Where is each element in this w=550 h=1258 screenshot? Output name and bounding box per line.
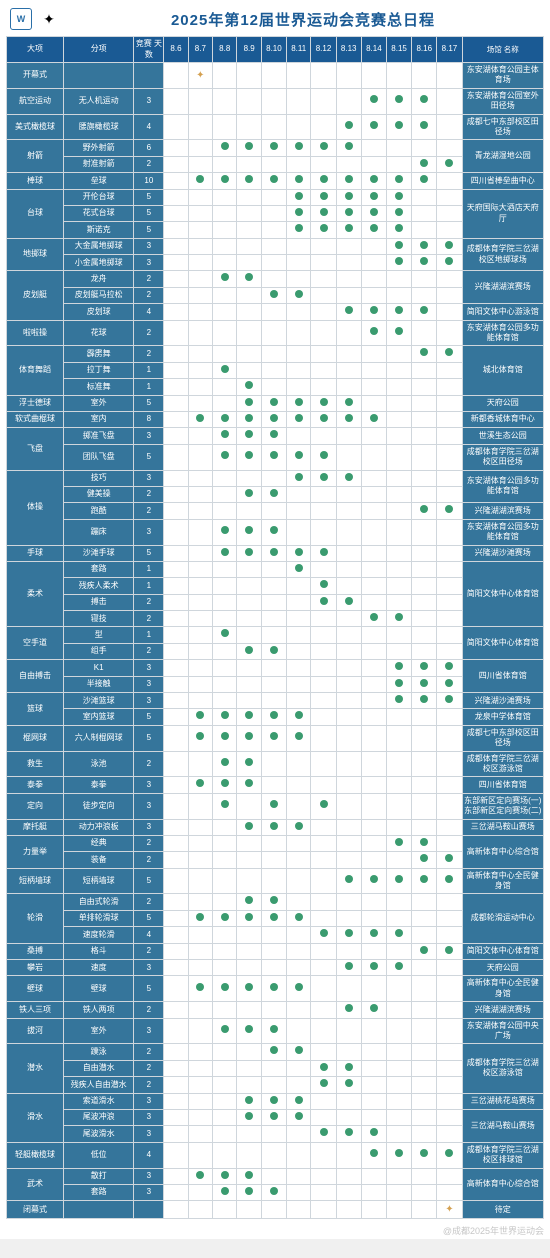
table-row: 棍网球六人制棍网球5成都七中东部校区田径场 xyxy=(7,725,544,751)
table-row: 体操技巧3东安湖体育公园多功能体育馆 xyxy=(7,470,544,486)
table-row: 体育舞蹈霹雳舞2城北体育馆 xyxy=(7,346,544,362)
table-row: 皮划球4简阳文体中心游泳馆 xyxy=(7,304,544,320)
table-row: 台球开伦台球5天府国际大酒店天府厅 xyxy=(7,189,544,205)
table-row: 团队飞盘5成都体育学院三岔湖校区田径场 xyxy=(7,444,544,470)
table-row: 皮划艇龙舟2兴隆湖湖滨赛场 xyxy=(7,271,544,287)
table-row: 篮球沙滩篮球3兴隆湖沙滩赛场 xyxy=(7,693,544,709)
chengdu2025-logo: ✦ xyxy=(38,8,60,30)
table-row: 室内篮球5龙泉中学体育馆 xyxy=(7,709,544,725)
table-row: 跑酷2兴隆湖湖滨赛场 xyxy=(7,503,544,519)
schedule-table: 大项分项竞赛 天数8.68.78.88.98.108.118.128.138.1… xyxy=(6,36,544,1219)
table-row: 啦啦操花球2东安湖体育公园多功能体育馆 xyxy=(7,320,544,346)
table-row: 飞盘掷准飞盘3世溪生态公园 xyxy=(7,428,544,444)
table-row: 闭幕式✦待定 xyxy=(7,1201,544,1219)
table-row: 地掷球大金属地掷球3成都体育学院三岔湖校区地掷球场 xyxy=(7,238,544,254)
table-row: 自由搏击K13四川省体育馆 xyxy=(7,660,544,676)
table-row: 开幕式✦东安湖体育公园主体育场 xyxy=(7,63,544,89)
watermark: @成都2025年世界运动会 xyxy=(443,1224,544,1237)
table-row: 铁人三项铁人两项2兴隆湖湖滨赛场 xyxy=(7,1002,544,1018)
table-row: 软式曲棍球室内8新都香城体育中心 xyxy=(7,411,544,427)
table-row: 棒球垒球10四川省棒垒曲中心 xyxy=(7,173,544,189)
table-row: 轮滑自由式轮滑2成都轮滑运动中心 xyxy=(7,894,544,910)
table-row: 空手道型1简阳文体中心体育馆 xyxy=(7,627,544,643)
table-row: 泰拳泰拳3四川省体育馆 xyxy=(7,777,544,793)
table-row: 拔河室外3东安湖体育公园中央广场 xyxy=(7,1018,544,1044)
table-row: 潜水蹼泳2成都体育学院三岔湖校区游泳馆 xyxy=(7,1044,544,1060)
table-row: 武术散打3高新体育中心综合馆 xyxy=(7,1168,544,1184)
table-row: 航空运动无人机运动3东安湖体育公园室外田径场 xyxy=(7,88,544,114)
table-row: 力量举经典2高新体育中心综合馆 xyxy=(7,835,544,851)
table-row: 救生泳池2成都体育学院三岔湖校区游泳馆 xyxy=(7,751,544,777)
table-row: 摩托艇动力冲浪板3三岔湖马鞍山赛场 xyxy=(7,819,544,835)
table-row: 射箭野外射箭6青龙湖湿地公园 xyxy=(7,140,544,156)
table-row: 蹦床3东安湖体育公园多功能体育馆 xyxy=(7,519,544,545)
table-row: 定向徒步定向3东部新区定向赛场(一) 东部新区定向赛场(二) xyxy=(7,793,544,819)
worldgames-logo: W xyxy=(10,8,32,30)
table-row: 滑水索道滑水3三岔湖桃花岛赛场 xyxy=(7,1093,544,1109)
table-row: 轻艇橄榄球低位4成都体育学院三岔湖校区排球馆 xyxy=(7,1142,544,1168)
table-row: 桑搏格斗2简阳文体中心体育馆 xyxy=(7,943,544,959)
table-row: 攀岩速度3天府公园 xyxy=(7,960,544,976)
table-row: 壁球壁球5高新体育中心全民健身馆 xyxy=(7,976,544,1002)
table-row: 浮士德球室外5天府公园 xyxy=(7,395,544,411)
table-row: 尾波冲浪3三岔湖马鞍山赛场 xyxy=(7,1109,544,1125)
table-row: 手球沙滩手球5兴隆湖沙滩赛场 xyxy=(7,545,544,561)
table-row: 美式橄榄球腰旗橄榄球4成都七中东部校区田径场 xyxy=(7,114,544,140)
page-title: 2025年第12届世界运动会竞赛总日程 xyxy=(66,9,540,30)
table-row: 短柄墙球短柄墙球5高新体育中心全民健身馆 xyxy=(7,868,544,894)
table-row: 柔术套路1简阳文体中心体育馆 xyxy=(7,561,544,577)
